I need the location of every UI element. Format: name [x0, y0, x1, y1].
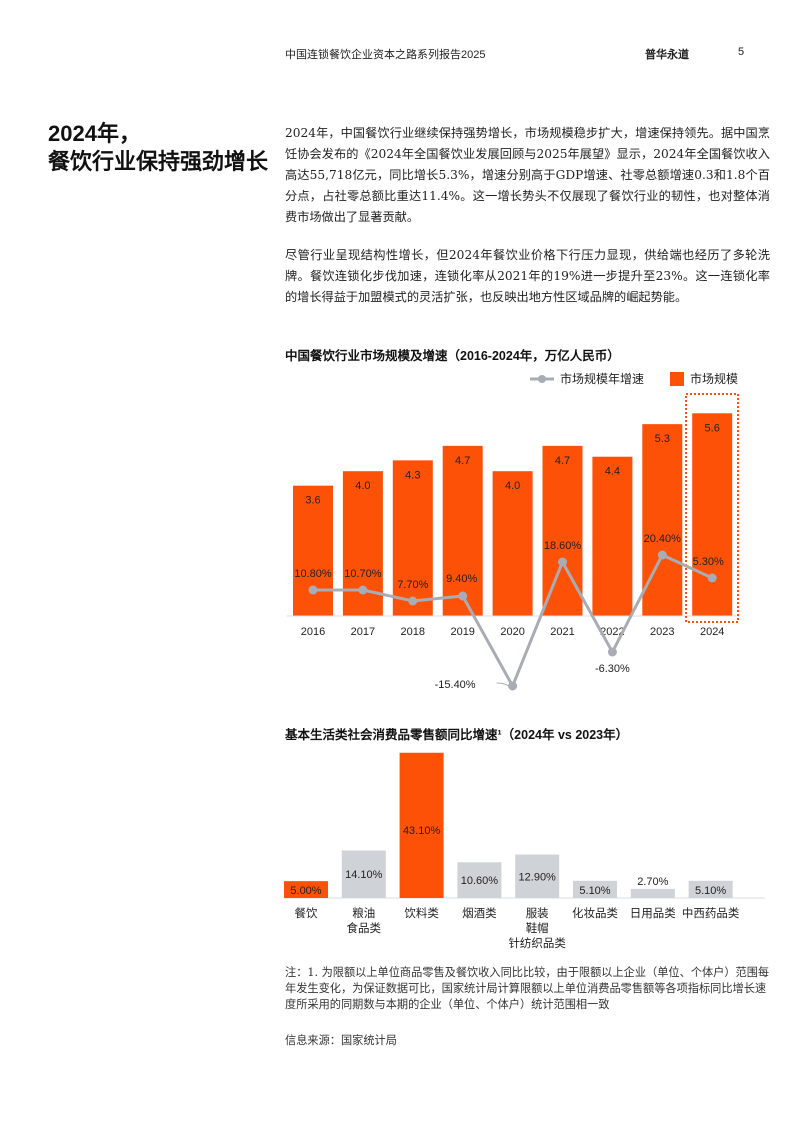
growth-label: -6.30%	[595, 663, 630, 675]
growth-label: 20.40%	[644, 533, 682, 545]
growth-label: 18.60%	[544, 540, 582, 552]
x-axis-label: 2024	[700, 626, 724, 638]
legend-label-size: 市场规模	[690, 372, 739, 386]
bar-6: 5.10%	[573, 880, 617, 898]
category-label: 服装	[526, 907, 549, 920]
x-axis-label: 2021	[550, 626, 574, 638]
bar-value-label: 5.3	[655, 433, 670, 445]
category-label: 中西药品类	[682, 906, 740, 920]
growth-point	[707, 573, 717, 583]
chart2-title: 基本生活类社会消费品零售额同比增速¹（2024年 vs 2023年）	[285, 728, 629, 742]
bar-value-label: 3.6	[305, 495, 320, 507]
growth-point	[308, 585, 318, 595]
bar-value-label: 5.10%	[579, 885, 610, 897]
x-axis-label: 2018	[401, 626, 425, 638]
growth-point	[558, 557, 567, 567]
bar-value-label: 4.4	[605, 466, 620, 478]
bar-1: 5.00%	[284, 881, 328, 898]
body-paragraph-2: 尽管行业呈现结构性增长，但2024年餐饮业价格下行压力显现，供给端也经历了多轮洗…	[285, 248, 770, 304]
section-title-line1: 2024年，	[48, 121, 141, 146]
bar-value-label: 2.70%	[637, 876, 668, 888]
growth-label: 10.70%	[344, 568, 382, 580]
bar-2020: 4.0	[492, 471, 533, 616]
growth-point	[358, 585, 368, 595]
category-label: 餐饮	[295, 906, 318, 920]
highlight-2024-box	[685, 393, 739, 623]
footnote: 注：1. 为限额以上单位商品零售及餐饮收入同比比较，由于限额以上企业（单位、个体…	[285, 966, 770, 1011]
bar-value-label: 4.3	[405, 469, 420, 481]
growth-label: 10.80%	[294, 568, 332, 580]
growth-point	[408, 596, 418, 606]
category-label: 化妆品类	[572, 906, 618, 920]
x-axis-label: 2017	[351, 626, 375, 638]
category-label: 饮料类	[404, 906, 439, 920]
bar-5: 12.90%	[515, 854, 560, 898]
brand-name: 普华永道	[645, 49, 689, 61]
section-title: 2024年， 餐饮行业保持强劲增长	[48, 120, 268, 176]
growth-label: 5.30%	[693, 556, 724, 568]
bar-2018: 4.3	[392, 460, 433, 616]
category-label: 鞋帽	[526, 921, 549, 935]
bar-value-label: 10.60%	[461, 875, 499, 887]
x-axis-label: 2019	[450, 626, 474, 638]
bar-2022: 4.4	[592, 456, 633, 616]
source-note: 信息来源：国家统计局	[285, 1034, 397, 1047]
x-axis-label: 2016	[301, 626, 325, 638]
bar-3: 43.10%	[399, 752, 444, 898]
growth-point	[458, 591, 468, 601]
bar-value-label: 12.90%	[519, 871, 557, 883]
growth-point	[607, 647, 617, 657]
bar-value-label: 43.10%	[403, 825, 441, 837]
bar-value-label: 4.7	[455, 455, 470, 467]
report-title: 中国连锁餐饮企业资本之路系列报告2025	[285, 49, 486, 61]
bar-value-label: 5.10%	[695, 885, 726, 897]
category-label: 日用品类	[630, 906, 676, 920]
legend-item-size: 市场规模	[670, 370, 738, 387]
chart1-title: 中国餐饮行业市场规模及增速（2016-2024年，万亿人民币）	[285, 349, 620, 363]
market-size-chart: 3.6 2016 4.0 2017 4.3 2018 4.7 2019 4.0 2020 4.7 20…	[287, 393, 740, 691]
category-label: 烟酒类	[462, 906, 497, 920]
bar-swatch-icon	[670, 371, 685, 386]
body-paragraph-1: 2024年，中国餐饮行业继续保持强势增长，市场规模稳步扩大，增速保持领先。据中国…	[285, 126, 770, 224]
bar-value-label: 14.10%	[345, 869, 383, 881]
bar-2019: 4.7	[442, 445, 483, 616]
bar-value-label: 5.6	[705, 422, 720, 434]
bar-value-label: 5.00%	[290, 885, 321, 897]
chart1-legend: 市场规模年增速 市场规模	[530, 370, 756, 387]
bar-value-label: 4.0	[355, 480, 370, 492]
bar-4: 10.60%	[457, 862, 502, 898]
x-axis-label: 2020	[500, 626, 524, 638]
growth-point	[508, 681, 518, 691]
section-title-line2: 餐饮行业保持强劲增长	[48, 149, 269, 174]
category-label: 食品类	[347, 921, 382, 935]
growth-label: 7.70%	[397, 579, 428, 591]
bar-7: 2.70%	[630, 876, 675, 898]
category-label: 针纺织品类	[508, 936, 566, 950]
bar-value-label: 4.7	[555, 455, 570, 467]
category-label: 粮油	[352, 906, 375, 920]
x-axis-label: 2023	[650, 626, 674, 638]
legend-label-growth: 市场规模年增速	[560, 372, 645, 386]
page-number: 5	[738, 46, 745, 58]
bar-2: 14.10%	[341, 850, 386, 898]
growth-label: 9.40%	[446, 573, 477, 585]
line-marker-icon	[530, 374, 554, 383]
x-axis-label: 2022	[600, 626, 624, 638]
growth-point	[657, 550, 667, 560]
growth-label: -15.40%	[435, 679, 476, 691]
bar-2016: 3.6	[293, 485, 333, 616]
bar-value-label: 4.0	[505, 480, 520, 492]
bar-8: 5.10%	[688, 880, 733, 898]
legend-item-growth: 市场规模年增速	[530, 370, 644, 387]
